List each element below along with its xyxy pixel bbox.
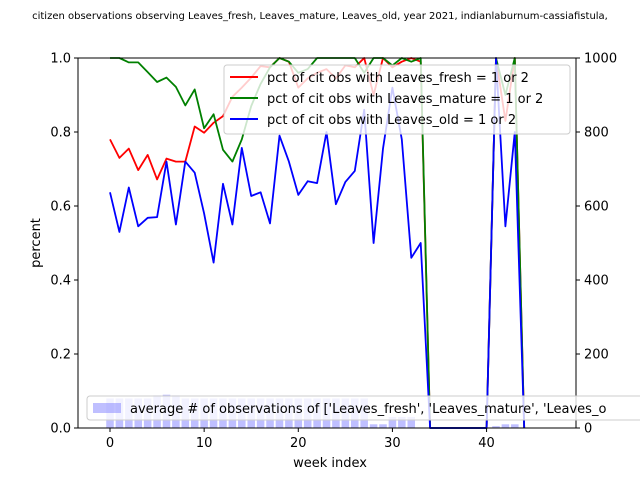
y-axis-label: percent bbox=[29, 218, 44, 268]
y-axis-right: 0 200 400 600 800 1000 bbox=[576, 52, 617, 437]
obs-bar bbox=[407, 416, 416, 428]
legend-entry: average # of observations of ['Leaves_fr… bbox=[130, 402, 606, 417]
obs-bar bbox=[369, 424, 378, 428]
chart-title: citizen observations observing Leaves_fr… bbox=[32, 11, 608, 22]
x-tick-label: 0 bbox=[106, 436, 114, 451]
legend-swatch bbox=[93, 403, 121, 413]
legend-entry: pct of cit obs with Leaves_old = 1 or 2 bbox=[267, 113, 516, 128]
obs-bar bbox=[501, 424, 510, 428]
legend-box bbox=[223, 64, 571, 135]
legend-lines: pct of cit obs with Leaves_fresh = 1 or … bbox=[223, 64, 571, 135]
y2-tick-label: 0 bbox=[584, 422, 592, 437]
plot-frame bbox=[77, 57, 577, 429]
x-tick-label: 30 bbox=[384, 436, 401, 451]
x-tick-label: 20 bbox=[290, 436, 307, 451]
legend-entry: pct of cit obs with Leaves_fresh = 1 or … bbox=[267, 71, 529, 86]
obs-bar bbox=[492, 426, 500, 428]
x-axis-label: week index bbox=[293, 456, 367, 471]
obs-bar bbox=[388, 416, 397, 428]
y-axis-left: 0.0 0.2 0.4 0.6 0.8 1.0 bbox=[50, 52, 78, 437]
legend-entry: pct of cit obs with Leaves_mature = 1 or… bbox=[267, 92, 543, 107]
y-tick-label: 0.2 bbox=[50, 348, 71, 363]
y2-tick-label: 600 bbox=[584, 200, 609, 215]
y-tick-label: 0.4 bbox=[50, 274, 71, 289]
y2-tick-label: 400 bbox=[584, 274, 609, 289]
obs-bar bbox=[379, 424, 387, 428]
y-tick-label: 0.6 bbox=[50, 200, 71, 215]
y-tick-label: 0.8 bbox=[50, 126, 71, 141]
obs-bar bbox=[398, 416, 406, 428]
legend-box bbox=[86, 395, 640, 421]
x-axis: 0 10 20 30 40 bbox=[106, 428, 495, 451]
y2-tick-label: 1000 bbox=[584, 52, 617, 67]
legend-bars: average # of observations of ['Leaves_fr… bbox=[86, 395, 640, 421]
y-tick-label: 0.0 bbox=[50, 422, 71, 437]
x-tick-label: 40 bbox=[478, 436, 495, 451]
y-tick-label: 1.0 bbox=[50, 52, 71, 67]
x-tick-label: 10 bbox=[196, 436, 213, 451]
y2-tick-label: 200 bbox=[584, 348, 609, 363]
obs-bar bbox=[511, 424, 519, 428]
y2-tick-label: 800 bbox=[584, 126, 609, 141]
